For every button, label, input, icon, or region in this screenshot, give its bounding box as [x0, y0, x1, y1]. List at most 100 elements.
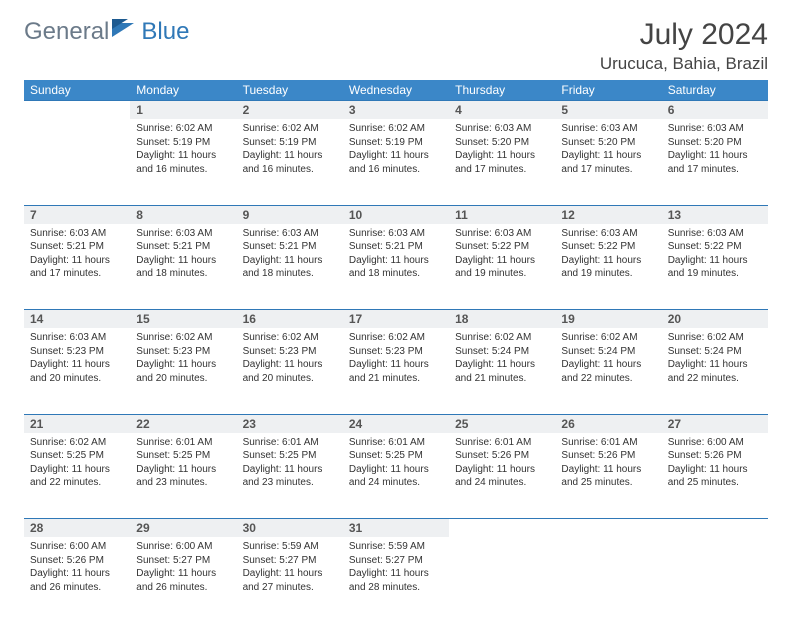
sunrise-line: Sunrise: 6:02 AM	[243, 122, 337, 136]
sunrise-line: Sunrise: 6:00 AM	[668, 436, 762, 450]
sunset-line: Sunset: 5:25 PM	[30, 449, 124, 463]
daylight-line: Daylight: 11 hours and 19 minutes.	[668, 254, 762, 281]
day-cell: Sunrise: 5:59 AMSunset: 5:27 PMDaylight:…	[343, 537, 449, 623]
day-cell: Sunrise: 6:03 AMSunset: 5:20 PMDaylight:…	[662, 119, 768, 205]
daylight-line: Daylight: 11 hours and 23 minutes.	[136, 463, 230, 490]
sunset-line: Sunset: 5:26 PM	[455, 449, 549, 463]
sunset-line: Sunset: 5:24 PM	[668, 345, 762, 359]
sunrise-line: Sunrise: 6:02 AM	[349, 122, 443, 136]
day-header: Sunday	[24, 80, 130, 101]
day-number: 8	[130, 205, 236, 224]
daylight-line: Daylight: 11 hours and 26 minutes.	[136, 567, 230, 594]
day-cell: Sunrise: 6:03 AMSunset: 5:21 PMDaylight:…	[24, 224, 130, 310]
sunset-line: Sunset: 5:26 PM	[668, 449, 762, 463]
daylight-line: Daylight: 11 hours and 21 minutes.	[455, 358, 549, 385]
sunset-line: Sunset: 5:21 PM	[243, 240, 337, 254]
day-cell	[24, 119, 130, 205]
location-label: Urucuca, Bahia, Brazil	[600, 54, 768, 74]
sunset-line: Sunset: 5:23 PM	[243, 345, 337, 359]
day-number	[449, 519, 555, 538]
sunrise-line: Sunrise: 6:02 AM	[561, 331, 655, 345]
sunset-line: Sunset: 5:23 PM	[136, 345, 230, 359]
daylight-line: Daylight: 11 hours and 24 minutes.	[349, 463, 443, 490]
sunrise-line: Sunrise: 6:03 AM	[668, 227, 762, 241]
day-cell: Sunrise: 6:02 AMSunset: 5:19 PMDaylight:…	[343, 119, 449, 205]
daylight-line: Daylight: 11 hours and 26 minutes.	[30, 567, 124, 594]
day-number: 26	[555, 414, 661, 433]
sunset-line: Sunset: 5:21 PM	[30, 240, 124, 254]
sunrise-line: Sunrise: 6:02 AM	[668, 331, 762, 345]
day-cell: Sunrise: 6:02 AMSunset: 5:19 PMDaylight:…	[237, 119, 343, 205]
daylight-line: Daylight: 11 hours and 27 minutes.	[243, 567, 337, 594]
sunset-line: Sunset: 5:21 PM	[136, 240, 230, 254]
sunset-line: Sunset: 5:22 PM	[561, 240, 655, 254]
day-number: 14	[24, 310, 130, 329]
day-number: 9	[237, 205, 343, 224]
day-cell: Sunrise: 6:03 AMSunset: 5:21 PMDaylight:…	[343, 224, 449, 310]
day-cell: Sunrise: 6:03 AMSunset: 5:21 PMDaylight:…	[130, 224, 236, 310]
sunrise-line: Sunrise: 6:01 AM	[243, 436, 337, 450]
day-cell: Sunrise: 6:03 AMSunset: 5:20 PMDaylight:…	[449, 119, 555, 205]
daylight-line: Daylight: 11 hours and 18 minutes.	[136, 254, 230, 281]
sunset-line: Sunset: 5:19 PM	[243, 136, 337, 150]
sunset-line: Sunset: 5:26 PM	[561, 449, 655, 463]
daylight-line: Daylight: 11 hours and 28 minutes.	[349, 567, 443, 594]
day-number: 30	[237, 519, 343, 538]
daylight-line: Daylight: 11 hours and 18 minutes.	[243, 254, 337, 281]
daylight-line: Daylight: 11 hours and 20 minutes.	[30, 358, 124, 385]
daylight-line: Daylight: 11 hours and 16 minutes.	[136, 149, 230, 176]
page-title: July 2024	[600, 18, 768, 52]
header: General Blue July 2024 Urucuca, Bahia, B…	[24, 18, 768, 74]
day-number: 6	[662, 101, 768, 120]
day-number: 20	[662, 310, 768, 329]
day-number: 7	[24, 205, 130, 224]
day-number: 18	[449, 310, 555, 329]
day-number: 22	[130, 414, 236, 433]
sunset-line: Sunset: 5:20 PM	[455, 136, 549, 150]
day-cell: Sunrise: 6:03 AMSunset: 5:22 PMDaylight:…	[449, 224, 555, 310]
day-header: Tuesday	[237, 80, 343, 101]
day-cell: Sunrise: 6:02 AMSunset: 5:24 PMDaylight:…	[662, 328, 768, 414]
sunrise-line: Sunrise: 6:01 AM	[455, 436, 549, 450]
sunrise-line: Sunrise: 6:03 AM	[349, 227, 443, 241]
sunrise-line: Sunrise: 5:59 AM	[349, 540, 443, 554]
sunrise-line: Sunrise: 6:03 AM	[243, 227, 337, 241]
day-header: Saturday	[662, 80, 768, 101]
daynum-row: 21222324252627	[24, 414, 768, 433]
day-number: 19	[555, 310, 661, 329]
day-number: 25	[449, 414, 555, 433]
sunrise-line: Sunrise: 6:02 AM	[349, 331, 443, 345]
day-cell: Sunrise: 6:01 AMSunset: 5:25 PMDaylight:…	[237, 433, 343, 519]
day-number: 4	[449, 101, 555, 120]
day-cell: Sunrise: 6:02 AMSunset: 5:23 PMDaylight:…	[130, 328, 236, 414]
sunrise-line: Sunrise: 6:02 AM	[455, 331, 549, 345]
day-cell: Sunrise: 6:00 AMSunset: 5:26 PMDaylight:…	[24, 537, 130, 623]
day-cell	[449, 537, 555, 623]
daylight-line: Daylight: 11 hours and 22 minutes.	[561, 358, 655, 385]
sunrise-line: Sunrise: 6:03 AM	[30, 331, 124, 345]
day-cell: Sunrise: 6:01 AMSunset: 5:26 PMDaylight:…	[449, 433, 555, 519]
sunset-line: Sunset: 5:24 PM	[455, 345, 549, 359]
logo-flag-icon	[112, 18, 138, 46]
day-cell: Sunrise: 6:01 AMSunset: 5:25 PMDaylight:…	[343, 433, 449, 519]
sunrise-line: Sunrise: 6:03 AM	[561, 122, 655, 136]
day-cell	[555, 537, 661, 623]
day-cell: Sunrise: 6:01 AMSunset: 5:25 PMDaylight:…	[130, 433, 236, 519]
calendar-header-row: SundayMondayTuesdayWednesdayThursdayFrid…	[24, 80, 768, 101]
sunset-line: Sunset: 5:27 PM	[349, 554, 443, 568]
day-cell: Sunrise: 6:00 AMSunset: 5:26 PMDaylight:…	[662, 433, 768, 519]
sunset-line: Sunset: 5:21 PM	[349, 240, 443, 254]
sunset-line: Sunset: 5:23 PM	[30, 345, 124, 359]
day-header: Thursday	[449, 80, 555, 101]
day-number: 24	[343, 414, 449, 433]
daylight-line: Daylight: 11 hours and 22 minutes.	[30, 463, 124, 490]
sunset-line: Sunset: 5:20 PM	[561, 136, 655, 150]
day-number: 28	[24, 519, 130, 538]
daynum-row: 28293031	[24, 519, 768, 538]
sunrise-line: Sunrise: 6:02 AM	[136, 331, 230, 345]
day-cell: Sunrise: 6:00 AMSunset: 5:27 PMDaylight:…	[130, 537, 236, 623]
day-number: 16	[237, 310, 343, 329]
day-number: 11	[449, 205, 555, 224]
day-number: 1	[130, 101, 236, 120]
day-number: 31	[343, 519, 449, 538]
